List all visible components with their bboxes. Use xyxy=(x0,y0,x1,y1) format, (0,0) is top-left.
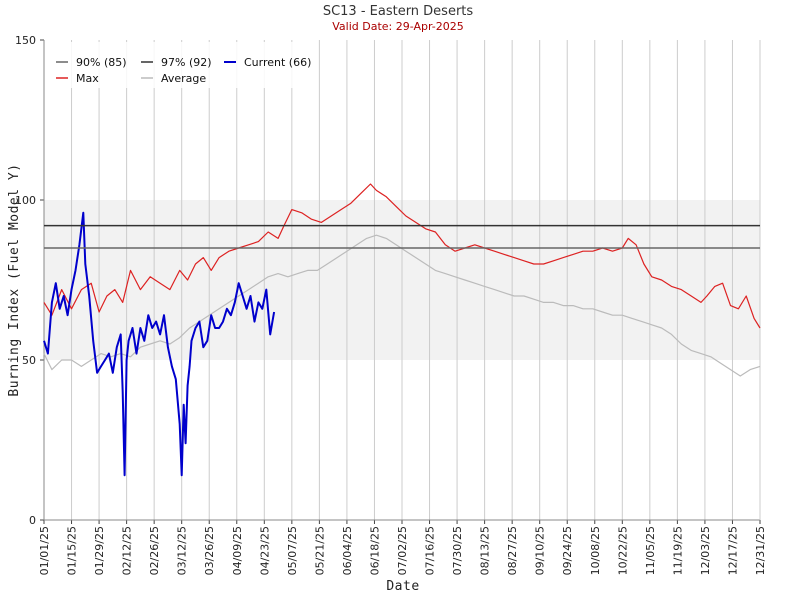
legend-label: 97% (92) xyxy=(161,56,212,69)
x-tick-label: 10/22/25 xyxy=(616,526,629,575)
legend-label: 90% (85) xyxy=(76,56,127,69)
plot-area: 01/01/25 01/15/25 01/29/25 02/12/25 02/26/25… xyxy=(15,34,767,575)
series-line-current-66 xyxy=(43,211,276,477)
x-tick-label: 02/26/25 xyxy=(148,526,161,575)
x-tick-label: 06/18/25 xyxy=(368,526,381,575)
chart-title: SC13 - Eastern Deserts xyxy=(323,4,474,19)
x-tick-label: 04/23/25 xyxy=(258,526,271,575)
x-tick-label: 04/09/25 xyxy=(231,526,244,575)
legend-label: Max xyxy=(76,72,99,85)
legend-label: Average xyxy=(161,72,206,85)
x-tick-label: 03/12/25 xyxy=(176,526,189,575)
x-tick-label: 11/05/25 xyxy=(644,526,657,575)
x-tick-label: 01/01/25 xyxy=(38,526,51,575)
y-tick-label: 100 xyxy=(15,194,36,207)
legend-label: Current (66) xyxy=(244,56,311,69)
x-tick-label: 08/27/25 xyxy=(506,526,519,575)
series-line-max xyxy=(43,183,761,329)
x-tick-label: 12/03/25 xyxy=(699,526,712,575)
x-tick-label: 12/31/25 xyxy=(754,526,767,575)
y-axis-label: Burning Index (Fuel Model Y) xyxy=(7,163,22,396)
chart-subtitle: Valid Date: 29-Apr-2025 xyxy=(332,20,464,33)
y-tick-label: 0 xyxy=(29,514,36,527)
x-tick-label: 12/17/25 xyxy=(726,526,739,575)
x-tick-label: 09/24/25 xyxy=(561,526,574,575)
x-tick-label: 02/12/25 xyxy=(121,526,134,575)
x-axis-label: Date xyxy=(386,579,419,594)
legend: 90% (85) 97% (92) Current (66) Max Average xyxy=(46,42,316,88)
x-tick-label: 07/16/25 xyxy=(424,526,437,575)
y-tick-label: 150 xyxy=(15,34,36,47)
x-tick-label: 06/04/25 xyxy=(341,526,354,575)
x-tick-label: 08/13/25 xyxy=(479,526,492,575)
x-tick-label: 05/21/25 xyxy=(313,526,326,575)
x-tick-label: 07/02/25 xyxy=(396,526,409,575)
x-tick-label: 11/19/25 xyxy=(671,526,684,575)
x-tick-label: 01/29/25 xyxy=(93,526,106,575)
x-tick-label: 05/07/25 xyxy=(286,526,299,575)
y-tick-label: 50 xyxy=(22,354,36,367)
x-tick-label: 10/08/25 xyxy=(589,526,602,575)
x-tick-label: 09/10/25 xyxy=(534,526,547,575)
x-tick-label: 01/15/25 xyxy=(66,526,79,575)
legend-background xyxy=(46,42,316,88)
x-tick-label: 03/26/25 xyxy=(203,526,216,575)
x-tick-label: 07/30/25 xyxy=(451,526,464,575)
